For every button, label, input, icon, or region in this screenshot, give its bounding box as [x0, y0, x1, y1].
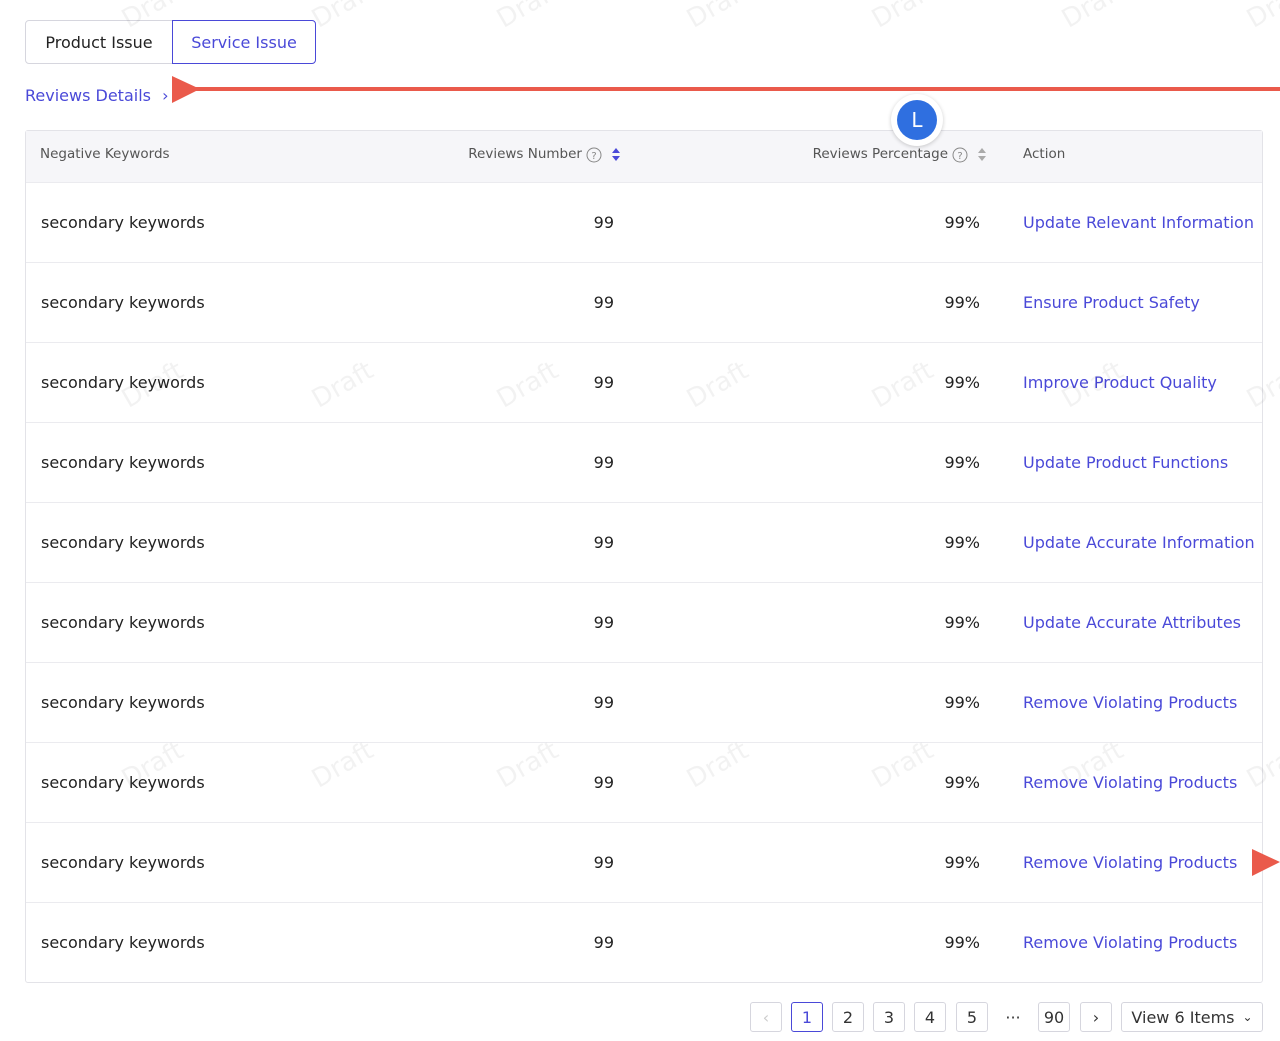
number-cell: 99 [593, 693, 614, 712]
page-button[interactable]: 1 [791, 1002, 823, 1032]
table: secondary keywords 99 99% Update Relevant I… [25, 130, 1263, 983]
percentage-cell: 99% [944, 933, 980, 952]
chevron: › [162, 86, 169, 105]
tab[interactable]: Product Issue [25, 20, 173, 64]
watermark: Draft [681, 0, 754, 35]
table-row: secondary keywords 99 99% Update Product Fu… [26, 423, 1262, 503]
table-row: secondary keywords 99 99% Update Accurate A… [26, 583, 1262, 663]
keyword-cell: secondary keywords [41, 853, 205, 872]
number-cell: 99 [593, 533, 614, 552]
percentage-cell: 99% [944, 453, 980, 472]
keyword-cell: secondary keywords [41, 213, 205, 232]
number-cell: 99 [593, 373, 614, 392]
column-header: Negative Keywords [40, 146, 170, 162]
table-row: secondary keywords 99 99% Update Accurate I… [26, 503, 1262, 583]
watermark: Draft [491, 0, 564, 35]
number-cell: 99 [593, 933, 614, 952]
number-cell: 99 [593, 613, 614, 632]
percentage-cell: 99% [944, 773, 980, 792]
action-link[interactable]: Remove Violating Products [1023, 773, 1238, 792]
percentage-cell: 99% [944, 693, 980, 712]
keyword-cell: secondary keywords [41, 453, 205, 472]
page-button[interactable]: 3 [873, 1002, 905, 1032]
percentage-cell: 99% [944, 853, 980, 872]
keyword-cell: secondary keywords [41, 933, 205, 952]
action-link[interactable]: Ensure Product Safety [1023, 293, 1200, 312]
keyword-cell: secondary keywords [41, 533, 205, 552]
page-button[interactable]: 4 [914, 1002, 946, 1032]
number-cell: 99 [593, 293, 614, 312]
page-button[interactable]: 90 [1038, 1002, 1070, 1032]
keyword-cell: secondary keywords [41, 693, 205, 712]
action-link[interactable]: Remove Violating Products [1023, 933, 1238, 952]
number-cell: 99 [593, 213, 614, 232]
action-link[interactable]: Update Product Functions [1023, 453, 1229, 472]
keyword-cell: secondary keywords [41, 373, 205, 392]
page-size-select[interactable]: View 6 Items ⌄ [1121, 1002, 1263, 1032]
table-row: secondary keywords 99 99% Remove Violating … [26, 663, 1262, 743]
table-row: secondary keywords 99 99% Update Relevant I… [26, 183, 1262, 263]
dropdown-icon: ⌄ [1242, 1010, 1253, 1024]
keyword-cell: secondary keywords [41, 293, 205, 312]
table-row: secondary keywords 99 99% Improve Product Q… [26, 343, 1262, 423]
svg-text:?: ? [957, 151, 962, 162]
number-cell: 99 [593, 453, 614, 472]
watermark: Draft [1056, 0, 1129, 35]
percentage-cell: 99% [944, 373, 980, 392]
avatar: L [897, 100, 937, 140]
page-size[interactable]: View 6 Items [1131, 1007, 1235, 1027]
keyword-cell: secondary keywords [41, 773, 205, 792]
table-row: secondary keywords 99 99% Ensure Product Sa… [26, 263, 1262, 343]
column-header: Reviews Percentage [812, 146, 948, 162]
action-link[interactable]: Update Accurate Attributes [1023, 613, 1241, 632]
action-link[interactable]: Remove Violating Products [1023, 693, 1238, 712]
page-button[interactable]: 2 [832, 1002, 864, 1032]
annotation-arrow [172, 76, 1280, 103]
percentage-cell: 99% [944, 293, 980, 312]
sort-icons[interactable]: ? [952, 146, 992, 164]
prev-page[interactable]: ‹ [750, 1002, 782, 1032]
link[interactable]: Reviews Details › [25, 86, 168, 105]
percentage-cell: 99% [944, 213, 980, 232]
link-text[interactable]: Reviews Details [25, 86, 151, 105]
sort-icons[interactable]: ? [586, 146, 626, 164]
annotation-arrow [1252, 849, 1280, 876]
svg-text:?: ? [591, 151, 596, 162]
watermark: Draft [866, 0, 939, 35]
table-row: secondary keywords 99 99% Remove Violating … [26, 743, 1262, 823]
percentage-cell: 99% [944, 533, 980, 552]
page-ellipsis: ··· [997, 1002, 1029, 1032]
action-link[interactable]: Update Relevant Information [1023, 213, 1254, 232]
column-header: Reviews Number [468, 146, 582, 162]
number-cell: 99 [593, 853, 614, 872]
table-header [26, 131, 1262, 183]
next-page[interactable]: › [1080, 1002, 1112, 1032]
column-header: Action [1023, 146, 1066, 162]
action-link[interactable]: Remove Violating Products [1023, 853, 1238, 872]
action-link[interactable]: Improve Product Quality [1023, 373, 1217, 392]
action-link[interactable]: Update Accurate Information [1023, 533, 1255, 552]
table-row: secondary keywords 99 99% Remove Violating … [26, 903, 1262, 983]
page-button[interactable]: 5 [956, 1002, 988, 1032]
avatar-badge[interactable]: L [891, 94, 943, 146]
number-cell: 99 [593, 773, 614, 792]
percentage-cell: 99% [944, 613, 980, 632]
keyword-cell: secondary keywords [41, 613, 205, 632]
watermark: Draft [306, 0, 379, 35]
tab-active[interactable]: Service Issue [172, 20, 316, 64]
watermark: Draft [1241, 0, 1280, 35]
table-row: secondary keywords 99 99% Remove Violating … [26, 823, 1262, 903]
